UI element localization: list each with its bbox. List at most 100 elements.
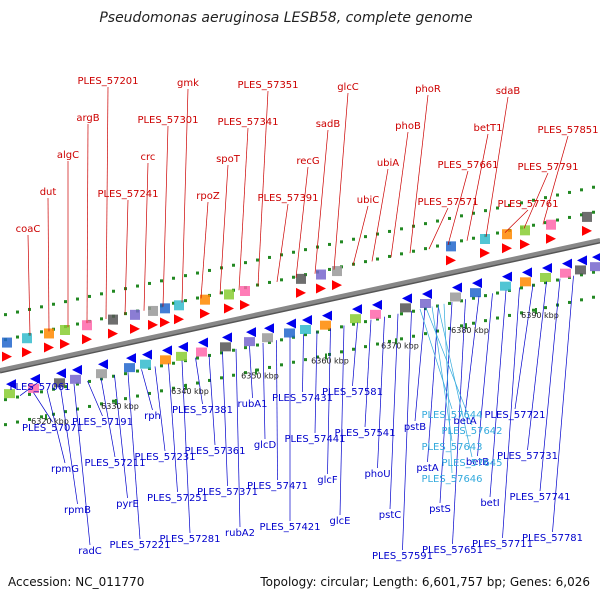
outer-forward-track-dot — [40, 305, 43, 309]
reverse-leader-line — [181, 360, 191, 534]
forward-gene-arrow — [108, 328, 118, 339]
inner-forward-track-dot — [376, 257, 379, 261]
reverse-gene-label: PLES_57441 — [284, 434, 345, 445]
reverse-gene-arrow — [286, 318, 296, 329]
inner-reverse-track-dot — [532, 283, 535, 287]
inner-reverse-track-dot — [496, 291, 499, 295]
scale-tick-label: 6390 kbp — [521, 311, 559, 320]
outer-reverse-track-dot — [412, 334, 415, 338]
forward-leader-line — [124, 199, 129, 315]
outer-reverse-track-dot — [424, 332, 427, 336]
inner-reverse-track-dot — [556, 278, 559, 282]
reverse-gene-label: radC — [78, 546, 102, 557]
reverse-gene-label: pstA — [416, 463, 438, 474]
outer-reverse-track-dot — [436, 329, 439, 333]
reverse-leader-line — [314, 331, 318, 434]
outer-forward-track-dot — [592, 185, 595, 189]
forward-gene-arrow — [82, 334, 92, 345]
reverse-gene-block — [262, 333, 273, 343]
reverse-leader-line — [502, 287, 520, 539]
reverse-gene-arrow — [142, 349, 152, 360]
forward-leader-line — [295, 166, 309, 278]
forward-gene-arrow — [130, 323, 140, 334]
inner-reverse-track-dot — [100, 377, 103, 381]
reverse-gene-block — [196, 347, 207, 357]
reverse-leader-line — [539, 278, 561, 492]
outer-forward-track-dot — [520, 201, 523, 205]
inner-reverse-track-dot — [544, 281, 547, 285]
reverse-gene-arrow — [302, 315, 312, 325]
inner-reverse-track-dot — [172, 361, 175, 365]
forward-gene-arrow — [546, 233, 556, 244]
forward-gene-label: PLES_57341 — [217, 117, 278, 128]
forward-gene-block — [108, 314, 118, 325]
inner-reverse-track-dot — [196, 356, 199, 360]
reverse-leader-line — [127, 372, 141, 540]
inner-reverse-track-dot — [352, 322, 355, 326]
reverse-leader-line — [114, 375, 128, 499]
outer-forward-track-dot — [280, 253, 283, 257]
outer-reverse-track-dot — [484, 319, 487, 323]
forward-gene-block — [22, 333, 32, 344]
reverse-gene-arrow — [246, 327, 256, 338]
inner-reverse-track-dot — [136, 369, 139, 373]
reverse-leader-line — [60, 386, 78, 505]
outer-reverse-track-dot — [268, 365, 271, 369]
outer-reverse-track-dot — [100, 402, 103, 406]
reverse-leader-line — [427, 304, 439, 463]
outer-forward-track-dot — [532, 198, 535, 202]
outer-forward-track-dot — [364, 235, 367, 239]
scale-tick-label: 6350 kbp — [241, 372, 279, 381]
reverse-gene-label: PLES_57191 — [72, 417, 133, 428]
forward-leader-line — [390, 131, 409, 258]
reverse-gene-block — [350, 314, 361, 324]
forward-gene-label: dut — [40, 187, 57, 198]
reverse-gene-arrow — [162, 345, 172, 356]
forward-gene-block — [2, 337, 12, 348]
forward-gene-label: PLES_57241 — [97, 189, 158, 200]
outer-forward-track-dot — [580, 188, 583, 192]
reverse-gene-arrow — [178, 341, 188, 352]
inner-reverse-track-dot — [448, 301, 451, 305]
reverse-leader-line — [87, 380, 103, 417]
outer-forward-track-dot — [484, 209, 487, 213]
inner-forward-track-dot — [40, 330, 43, 334]
inner-reverse-track-dot — [280, 338, 283, 342]
inner-reverse-track-dot — [340, 325, 343, 329]
reverse-gene-arrow — [472, 278, 482, 289]
forward-gene-label: rpoZ — [196, 191, 220, 202]
forward-gene-label: glcC — [337, 82, 359, 93]
outer-forward-track-dot — [16, 310, 19, 314]
inner-reverse-track-dot — [232, 348, 235, 352]
reverse-leader-line — [514, 284, 534, 410]
forward-gene-block — [200, 294, 210, 305]
highlighted-leader-line — [443, 303, 453, 474]
forward-gene-label: PLES_57851 — [537, 125, 598, 136]
reverse-gene-label: PLES_57431 — [272, 393, 333, 404]
reverse-leader-line — [276, 340, 278, 481]
inner-forward-track-dot — [256, 283, 259, 287]
scale-tick-label: 6340 kbp — [171, 387, 209, 396]
inner-reverse-track-dot — [400, 312, 403, 316]
reverse-gene-label: glcF — [317, 475, 338, 486]
forward-gene-arrow — [582, 225, 592, 236]
forward-gene-label: sdaB — [496, 86, 521, 97]
inner-forward-track-dot — [268, 280, 271, 284]
reverse-gene-arrow — [222, 332, 232, 343]
reverse-gene-label: pstB — [404, 422, 426, 433]
reverse-gene-label: PLES_57071 — [22, 423, 83, 434]
reverse-gene-arrow — [126, 353, 136, 364]
outer-reverse-track-dot — [376, 342, 379, 346]
inner-reverse-track-dot — [76, 382, 79, 386]
label-leader-lines — [19, 86, 574, 551]
reverse-gene-block — [520, 277, 531, 287]
forward-gene-block — [502, 229, 512, 240]
forward-gene-arrow — [446, 255, 456, 266]
outer-reverse-track-dot — [496, 316, 499, 320]
highlighted-gene-label: PLES_57643 — [421, 442, 482, 453]
reverse-gene-label: betB — [466, 457, 489, 468]
reverse-gene-block — [160, 355, 171, 365]
inner-reverse-track-dot — [88, 379, 91, 383]
outer-forward-track-dot — [160, 279, 163, 283]
